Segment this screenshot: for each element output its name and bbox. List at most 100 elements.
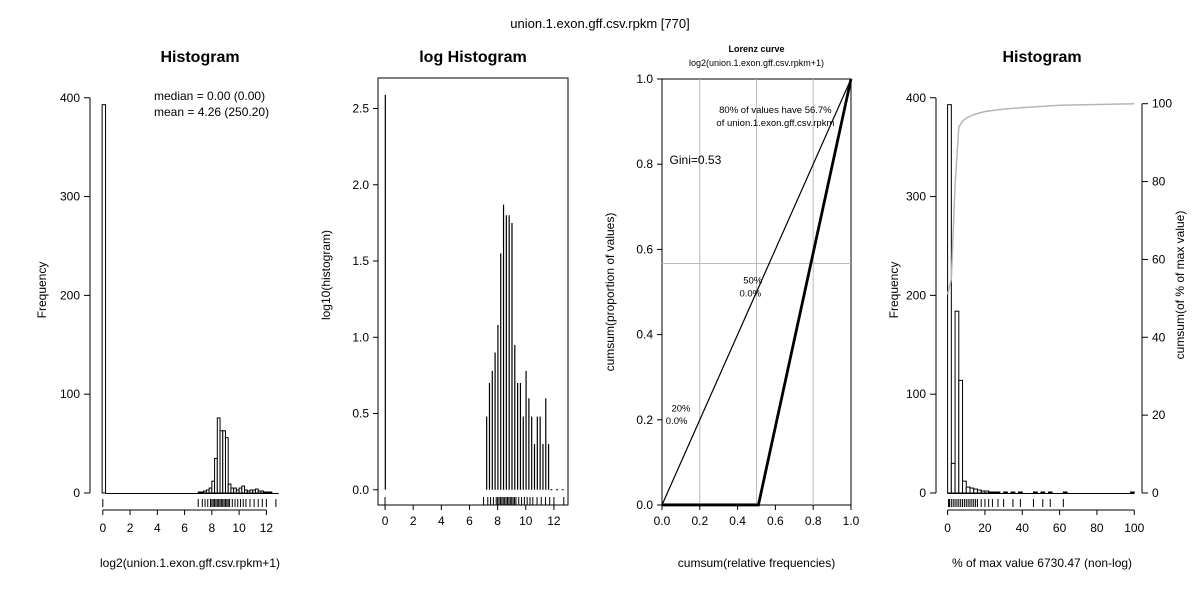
log-histogram-x-tick-label: 4 <box>438 514 445 528</box>
histogram-2-bar <box>954 310 960 494</box>
histogram-1-y-tick-label: 100 <box>60 387 80 401</box>
log-histogram-y-tick-label: 0.5 <box>352 407 369 421</box>
lorenz-x-tick-label: 1.0 <box>843 514 860 528</box>
histogram-1-median-annotation: median = 0.00 (0.00) <box>154 89 265 103</box>
histogram-2-bar <box>962 480 967 494</box>
histogram-2-bar <box>980 490 986 494</box>
histogram-1-mean-annotation: mean = 4.26 (250.20) <box>154 105 269 119</box>
histogram-2-y2-tick-label: 100 <box>1152 97 1172 111</box>
histogram-2-y-label: Frequency <box>887 262 901 319</box>
histogram-2-y-tick-label: 400 <box>906 91 926 105</box>
lorenz-equality-line <box>661 78 852 506</box>
log-histogram-x-tick-label: 10 <box>519 514 533 528</box>
histogram-2-bar <box>991 491 997 494</box>
histogram-2-x-tick-label: 0 <box>944 521 951 535</box>
lorenz-x-tick-label: 0.8 <box>805 514 822 528</box>
lorenz-y-label: cumsum(proportion of values) <box>603 213 617 372</box>
histogram-2-y-tick-label: 0 <box>919 486 926 500</box>
lorenz-annotation: Gini=0.53 <box>670 153 722 167</box>
lorenz-annotation: 80% of values have 56.7% <box>719 105 832 116</box>
histogram-1-x-tick-label: 0 <box>99 521 106 535</box>
histogram-1-x-tick-label: 4 <box>154 521 161 535</box>
lorenz-annotation: 0.0% <box>666 416 688 427</box>
log-histogram-x-tick-label: 8 <box>494 514 501 528</box>
histogram-2-bar <box>947 104 952 494</box>
histogram-1-x-tick-label: 12 <box>260 521 274 535</box>
histogram-2-bar <box>1010 491 1016 494</box>
lorenz-subtitle: log2(union.1.exon.gff.csv.rpkm+1) <box>689 58 824 68</box>
histogram-2-y2-tick-label: 0 <box>1152 486 1159 500</box>
histogram-2-y-tick-label: 200 <box>906 288 926 302</box>
histogram-2-bar <box>995 491 1001 494</box>
page-title: union.1.exon.gff.csv.rpkm [770] <box>510 16 690 31</box>
histogram-2-x-tick-label: 60 <box>1053 521 1067 535</box>
lorenz-y-tick-label: 1.0 <box>636 72 653 86</box>
histogram-2-y2-tick-label: 40 <box>1152 330 1166 344</box>
log-histogram-y-tick-label: 1.0 <box>352 330 369 344</box>
lorenz-y-tick-label: 0.6 <box>636 242 653 256</box>
lorenz-x-tick-label: 0.2 <box>691 514 708 528</box>
histogram-2-bar <box>984 490 990 494</box>
histogram-1-y-tick-label: 400 <box>60 91 80 105</box>
histogram-1-x-tick-label: 8 <box>209 521 216 535</box>
lorenz-annotation: of union.1.exon.gff.csv.rpkm <box>716 118 834 129</box>
histogram-2-x-tick-label: 20 <box>978 521 992 535</box>
histogram-2-bar <box>1032 491 1038 494</box>
histogram-1-x-tick-label: 10 <box>232 521 246 535</box>
log-histogram-y-tick-label: 2.5 <box>352 102 369 116</box>
lorenz-annotation: 50% <box>743 275 763 286</box>
histogram-2-bar <box>1047 491 1053 494</box>
histogram-1-bar <box>101 104 107 494</box>
histogram-1-title: Histogram <box>160 49 239 66</box>
log-histogram-frame <box>377 77 569 506</box>
histogram-1-y-tick-label: 0 <box>73 486 80 500</box>
log-histogram-title: log Histogram <box>419 49 527 66</box>
lorenz-curve-line <box>662 78 853 507</box>
histogram-2-bar <box>1062 491 1068 494</box>
histogram-2-y2-tick-label: 60 <box>1152 252 1166 266</box>
histogram-2-bar <box>1130 491 1135 494</box>
lorenz-x-tick-label: 0.6 <box>767 514 784 528</box>
histogram-1-x-tick-label: 6 <box>181 521 188 535</box>
histogram-1-x-label: log2(union.1.exon.gff.csv.rpkm+1) <box>100 556 280 570</box>
histogram-2-bar <box>988 491 993 494</box>
lorenz-annotation: 20% <box>671 403 691 414</box>
histogram-2-bar <box>976 489 982 494</box>
log-histogram-x-tick-label: 2 <box>410 514 417 528</box>
histogram-2-title: Histogram <box>1002 49 1081 66</box>
log-histogram-y-tick-label: 1.5 <box>352 254 369 268</box>
log-histogram-x-tick-label: 6 <box>466 514 473 528</box>
lorenz-y-tick-label: 0.2 <box>636 413 653 427</box>
lorenz-y-tick-label: 0.8 <box>636 157 653 171</box>
histogram-2-x-tick-label: 80 <box>1090 521 1104 535</box>
histogram-2-bar <box>965 486 971 494</box>
lorenz-x-label: cumsum(relative frequencies) <box>678 556 835 570</box>
lorenz-x-tick-label: 0.4 <box>729 514 746 528</box>
histogram-2-bar <box>973 488 978 494</box>
histogram-2-cumsum-line <box>946 102 1135 295</box>
histogram-2-bar <box>1040 491 1046 494</box>
histogram-2-y2-tick-label: 20 <box>1152 408 1166 422</box>
histogram-2-bar <box>1003 491 1008 494</box>
histogram-1-y-tick-label: 200 <box>60 288 80 302</box>
histogram-2-bar <box>1018 491 1023 494</box>
lorenz-x-tick-label: 0.0 <box>654 514 671 528</box>
log-histogram-x-tick-label: 12 <box>547 514 561 528</box>
log-histogram-y-tick-label: 0.0 <box>352 483 369 497</box>
histogram-2-bar <box>950 462 956 494</box>
histogram-1-bar <box>268 491 273 494</box>
histogram-2-bar <box>958 379 964 494</box>
histogram-2-bar <box>969 487 975 494</box>
histogram-1-y-tick-label: 300 <box>60 190 80 204</box>
histogram-2-y-tick-label: 100 <box>906 387 926 401</box>
histogram-2-y2-label: cumsum(of % of max value) <box>1173 211 1187 360</box>
histogram-2-x-tick-label: 40 <box>1016 521 1030 535</box>
log-histogram-x-tick-label: 0 <box>382 514 389 528</box>
histogram-2-y-tick-label: 300 <box>906 190 926 204</box>
histogram-1-y-label: Frequency <box>35 262 49 319</box>
lorenz-y-tick-label: 0.4 <box>636 328 653 342</box>
lorenz-title: Lorenz curve <box>728 44 784 54</box>
log-histogram-y-tick-label: 2.0 <box>352 178 369 192</box>
lorenz-annotation: 0.0% <box>739 288 761 299</box>
